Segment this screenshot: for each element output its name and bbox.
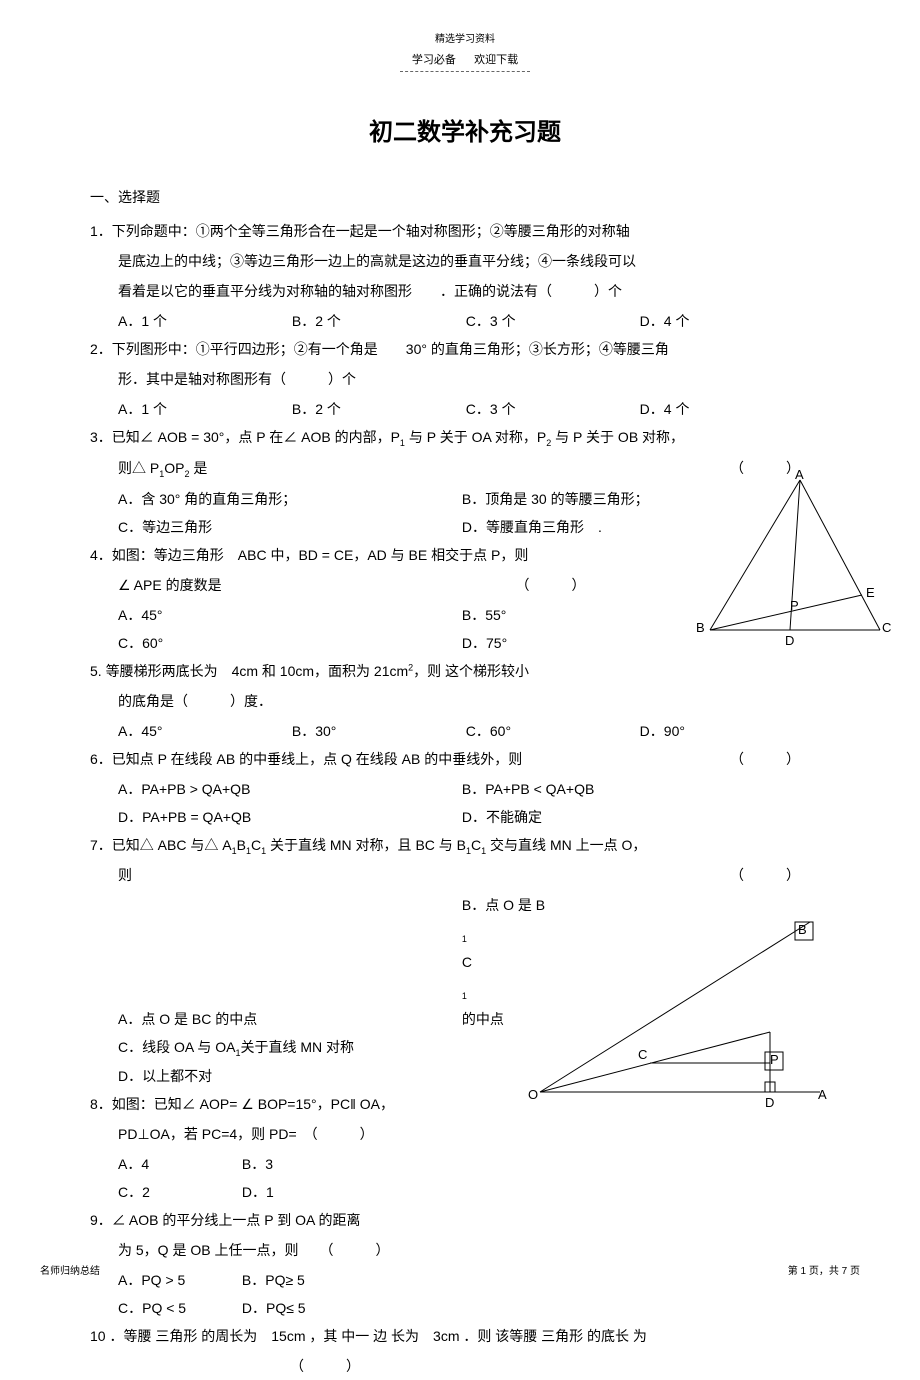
q8-opt-a: A．4 — [118, 1150, 238, 1178]
q3-opt-a: A．含 30° 角的直角三角形； — [118, 485, 458, 513]
fig1-label-A: A — [795, 467, 804, 482]
q2-options: A．1 个 B．2 个 C．3 个 D．4 个 — [90, 395, 840, 423]
q6-opt-d: D．不能确定 — [462, 803, 802, 831]
page-title: 初二数学补充习题 — [90, 112, 840, 147]
q9-opt-d: D．PQ≤ 5 — [242, 1294, 362, 1322]
fig1-label-C: C — [882, 620, 891, 635]
q1-line3: 看着是以它的垂直平分线为对称轴的轴对称图形 ．正确的说法有（ ）个 — [90, 277, 840, 305]
q2-opt-d: D．4 个 — [640, 395, 810, 423]
angle-figure: O A B C D P — [520, 912, 830, 1112]
q8-opt-c: C．2 — [118, 1178, 238, 1206]
fig1-label-D: D — [785, 633, 794, 648]
footer-right: 第 1 页，共 7 页 — [788, 1262, 860, 1277]
q9-line2: 为 5，Q 是 OB 上任一点，则 （ ） — [90, 1236, 840, 1264]
q9-options-cd: C．PQ < 5 D．PQ≤ 5 — [90, 1294, 840, 1322]
q9-line1: 9．∠ AOB 的平分线上一点 P 到 OA 的距离 — [90, 1206, 840, 1234]
header-sub-text: 学习必备 欢迎下载 — [90, 51, 840, 67]
q9-opt-a: A．PQ > 5 — [118, 1266, 238, 1294]
q8-opt-b: B．3 — [242, 1150, 362, 1178]
fig2-label-A: A — [818, 1087, 827, 1102]
header-divider — [400, 71, 530, 72]
q9-opt-c: C．PQ < 5 — [118, 1294, 238, 1322]
q1-opt-a: A．1 个 — [118, 307, 288, 335]
q5-opt-d: D．90° — [640, 717, 810, 745]
fig2-label-D: D — [765, 1095, 774, 1110]
q10-line1: 10 ．等腰 三角形 的周长为 15cm ，其 中一 边 长为 3cm ．则 该… — [90, 1322, 840, 1350]
fig1-label-E: E — [866, 585, 875, 600]
q2-opt-b: B．2 个 — [292, 395, 462, 423]
q6-opt-a: A．PA+PB > QA+QB — [118, 775, 458, 803]
q6-paren: （ ） — [730, 745, 800, 773]
q5-options: A．45° B．30° C．60° D．90° — [90, 717, 840, 745]
fig2-label-O: O — [528, 1087, 538, 1102]
q1-opt-b: B．2 个 — [292, 307, 462, 335]
q1-opt-d: D．4 个 — [640, 307, 810, 335]
q5-opt-b: B．30° — [292, 717, 462, 745]
q2-opt-c: C．3 个 — [466, 395, 636, 423]
q1-line1: 1．下列命题中：①两个全等三角形合在一起是一个轴对称图形；②等腰三角形的对称轴 — [90, 217, 840, 245]
q7-line1: 7．已知△ ABC 与△ A1B1C1 关于直线 MN 对称，且 BC 与 B1… — [90, 831, 840, 860]
fig1-label-P: P — [790, 598, 799, 613]
q8-options-ab: A．4 B．3 — [90, 1150, 840, 1178]
q1-opt-c: C．3 个 — [466, 307, 636, 335]
q6-options-cd: D．PA+PB = QA+QB D．不能确定 — [90, 803, 840, 831]
q7-line2: 则 （ ） — [90, 861, 840, 889]
header-top-text: 精选学习资料 — [90, 30, 840, 45]
q9-opt-b: B．PQ≥ 5 — [242, 1266, 362, 1294]
q6-options-ab: A．PA+PB > QA+QB B．PA+PB < QA+QB — [90, 775, 840, 803]
q6-line1: 6．已知点 P 在线段 AB 的中垂线上，点 Q 在线段 AB 的中垂线外，则 … — [90, 745, 840, 773]
q2-opt-a: A．1 个 — [118, 395, 288, 423]
header-sub-right: 欢迎下载 — [474, 54, 518, 66]
q5-opt-a: A．45° — [118, 717, 288, 745]
q3-line1: 3．已知∠ AOB = 30°，点 P 在∠ AOB 的内部，P1 与 P 关于… — [90, 423, 840, 452]
footer-left: 名师归纳总结 — [40, 1262, 100, 1277]
q6-opt-b: B．PA+PB < QA+QB — [462, 775, 802, 803]
fig2-label-P: P — [770, 1052, 779, 1067]
q8-options-cd: C．2 D．1 — [90, 1178, 840, 1206]
triangle-svg — [690, 470, 890, 650]
q8-line2: PD⊥OA，若 PC=4，则 PD= （ ） — [90, 1120, 840, 1148]
q9-options-ab: A．PQ > 5 B．PQ≥ 5 — [90, 1266, 840, 1294]
q5-opt-c: C．60° — [466, 717, 636, 745]
fig1-label-B: B — [696, 620, 705, 635]
header-sub-left: 学习必备 — [412, 54, 456, 66]
q5-line2: 的底角是（ ）度． — [90, 687, 840, 715]
q7-opt-a: A．点 O 是 BC 的中点 — [118, 1005, 458, 1033]
q5-line1: 5. 等腰梯形两底长为 4cm 和 10cm，面积为 21cm2，则 这个梯形较… — [90, 657, 840, 685]
q8-opt-d: D．1 — [242, 1178, 362, 1206]
q7-paren: （ ） — [730, 861, 800, 889]
angle-svg — [520, 912, 830, 1112]
q4-opt-c: C．60° — [118, 629, 458, 657]
fig2-label-B: B — [798, 922, 807, 937]
q1-line2: 是底边上的中线；③等边三角形一边上的高就是这边的垂直平分线；④一条线段可以 — [90, 247, 840, 275]
fig2-label-C: C — [638, 1047, 647, 1062]
q6-opt-c: D．PA+PB = QA+QB — [118, 803, 458, 831]
section-heading: 一、选择题 — [90, 187, 840, 207]
q1-options: A．1 个 B．2 个 C．3 个 D．4 个 — [90, 307, 840, 335]
q4-opt-a: A．45° — [118, 601, 458, 629]
triangle-figure: A B C D E P — [690, 470, 890, 650]
q2-line2: 形．其中是轴对称图形有（ ）个 — [90, 365, 840, 393]
q10-paren: （ ） — [90, 1352, 840, 1380]
q3-opt-c: C．等边三角形 — [118, 513, 458, 541]
q4-paren: （ ） — [515, 577, 585, 593]
q2-line1: 2．下列图形中：①平行四边形；②有一个角是 30° 的直角三角形；③长方形；④等… — [90, 335, 840, 363]
